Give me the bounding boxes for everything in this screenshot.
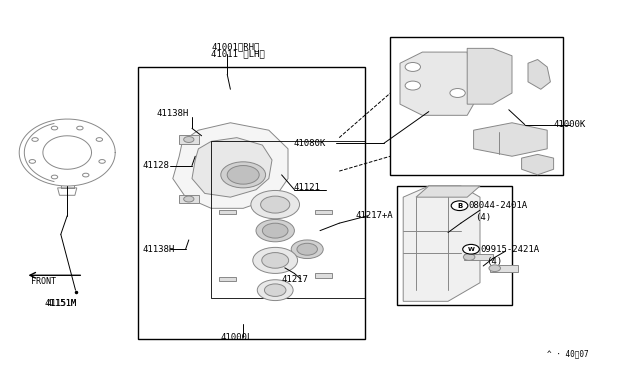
Bar (315, 210, 332, 214)
Text: FRONT: FRONT (31, 277, 56, 286)
Circle shape (184, 137, 194, 142)
Text: 41001〈RH〉: 41001〈RH〉 (211, 42, 260, 51)
Text: 41138H: 41138H (157, 109, 189, 118)
Circle shape (256, 219, 294, 242)
Circle shape (451, 201, 468, 211)
Text: 41121: 41121 (293, 183, 320, 192)
Polygon shape (173, 123, 288, 208)
Circle shape (463, 244, 479, 254)
Polygon shape (474, 123, 547, 156)
Bar (219, 277, 236, 281)
Circle shape (489, 265, 500, 272)
Text: 41138H: 41138H (142, 245, 174, 254)
Text: (4): (4) (486, 257, 502, 266)
Bar (397, 186, 512, 305)
Text: 41151M: 41151M (46, 299, 76, 308)
Circle shape (257, 280, 293, 301)
Bar (138, 67, 365, 339)
Circle shape (405, 62, 420, 71)
Circle shape (184, 196, 194, 202)
Bar (390, 37, 563, 175)
Bar (315, 273, 332, 278)
Circle shape (221, 162, 266, 188)
Text: 41080K: 41080K (293, 139, 325, 148)
Circle shape (450, 89, 465, 97)
Text: 41217: 41217 (282, 275, 308, 283)
Polygon shape (522, 154, 554, 175)
Text: B: B (457, 203, 462, 209)
Bar (464, 254, 493, 260)
Bar (211, 141, 365, 298)
Text: 41000L: 41000L (221, 333, 253, 342)
Circle shape (253, 247, 298, 273)
Circle shape (463, 254, 475, 260)
Text: ^ · 40⁂07: ^ · 40⁂07 (547, 349, 589, 358)
Polygon shape (416, 186, 480, 197)
Circle shape (264, 284, 286, 296)
Bar (179, 195, 199, 203)
Polygon shape (400, 52, 474, 115)
Circle shape (260, 196, 290, 213)
Polygon shape (403, 186, 480, 301)
Text: 41151M: 41151M (45, 299, 77, 308)
Bar (490, 265, 518, 272)
Circle shape (297, 243, 317, 255)
Circle shape (405, 81, 420, 90)
Circle shape (291, 240, 323, 259)
Circle shape (262, 253, 289, 268)
Circle shape (262, 223, 288, 238)
Text: 41128: 41128 (142, 161, 169, 170)
Text: 41217+A: 41217+A (355, 211, 393, 220)
Text: 41000K: 41000K (554, 120, 586, 129)
Text: 08044-2401A: 08044-2401A (468, 201, 527, 210)
Polygon shape (467, 48, 512, 104)
Text: 09915-2421A: 09915-2421A (480, 245, 539, 254)
Bar (219, 210, 236, 214)
Text: (4): (4) (475, 213, 491, 222)
Circle shape (251, 190, 300, 219)
Text: W: W (468, 247, 474, 252)
Polygon shape (528, 60, 550, 89)
Polygon shape (192, 138, 272, 197)
Circle shape (227, 166, 259, 184)
Bar (179, 135, 199, 144)
Text: 41011 〈LH〉: 41011 〈LH〉 (211, 49, 265, 58)
